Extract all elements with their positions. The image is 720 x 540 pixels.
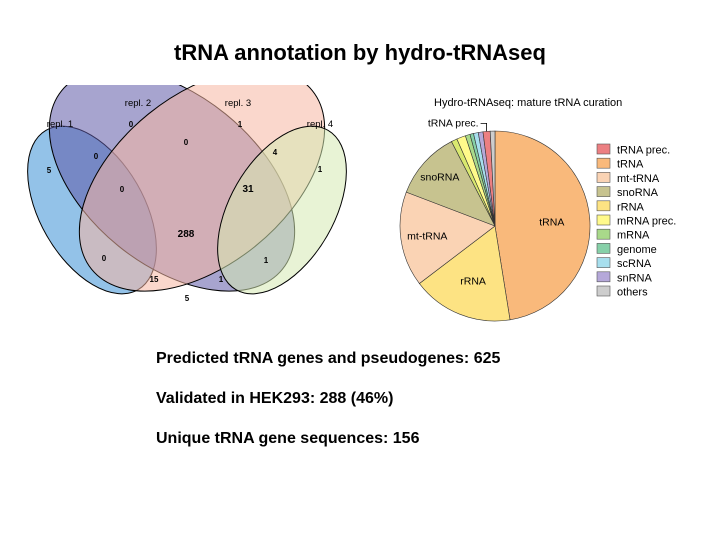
legend-item-mrna-prec: mRNA prec. [596,214,676,228]
pie-label-trna: tRNA [539,217,564,229]
venn-region-repl-2-repl-3-repl-4: 31 [242,184,254,195]
pie-title: Hydro-tRNAseq: mature tRNA curation [434,97,622,109]
venn-region-repl-1-repl-2-repl-4: 1 [219,275,224,284]
legend-swatch [596,200,611,212]
legend-item-mt-trna: mt-tRNA [596,172,660,185]
legend-label: snRNA [617,272,653,284]
legend-label: genome [617,244,657,256]
pie-slice-rrna [418,225,511,322]
venn-region-repl-1-repl-3: 0 [102,254,107,263]
legend-label: tRNA [617,159,644,171]
pie-label-trna-prec: tRNA prec. [428,117,479,129]
legend-label: mRNA [617,230,650,242]
legend-swatch [596,285,611,297]
venn-set-repl-4 [217,125,347,295]
venn-region-repl-3-repl-4: 4 [273,148,278,157]
pie-slice-trna [494,130,591,321]
venn-region-repl-4: 1 [318,165,323,174]
venn-region-repl-1-repl-4: 5 [185,294,190,303]
venn-region-repl-3: 1 [238,120,243,129]
venn-region-repl-1-repl-2: 0 [94,152,99,161]
legend-item-trna-prec: tRNA prec. [596,143,670,157]
legend-swatch [596,186,611,197]
venn-region-repl-2: 0 [129,120,134,129]
venn-region-repl-1-repl-2-repl-3-repl-4: 288 [178,229,195,240]
venn-region-repl-2-repl-4: 1 [264,256,269,265]
pie-slice-mt-trna [399,191,496,284]
legend-item-snrna: snRNA [596,271,653,284]
stat-unique-sequences: Unique tRNA gene sequences: 156 [156,430,420,447]
pie-label-rrna: rRNA [460,276,486,288]
venn-set-label-repl-2: repl. 2 [125,98,151,109]
legend-item-rrna: rRNA [596,200,645,213]
venn-region-repl-1: 5 [47,166,52,175]
pie-slice-unlabeled-11 [489,130,496,227]
legend-swatch [596,172,611,183]
legend-swatch [596,228,611,240]
legend-label: mRNA prec. [617,216,676,228]
legend-swatch [596,214,611,226]
legend-swatch [596,257,611,268]
pie-chart: Hydro-tRNAseq: mature tRNA curation tRNA r… [399,97,676,322]
legend-item-scrna: scRNA [596,257,652,270]
pie-label-mt-trna: mt-tRNA [407,231,447,243]
legend-item-snorna: snoRNA [596,186,659,199]
legend-item-mrna: mRNA [596,228,650,242]
pie-leader-line [480,123,487,132]
stats-block: Predicted tRNA genes and pseudogenes: 62… [156,349,500,469]
venn-region-repl-1-repl-3-repl-4: 15 [150,275,159,284]
legend-label: rRNA [617,201,645,213]
pie-slice-snorna [405,141,496,227]
stat-predicted-genes: Predicted tRNA genes and pseudogenes: 62… [156,350,501,367]
slide-title: tRNA annotation by hydro-tRNAseq [174,40,546,65]
legend-item-genome: genome [596,243,657,256]
venn-set-label-repl-1: repl. 1 [47,119,73,130]
stat-validated-hek293: Validated in HEK293: 288 (46%) [156,390,394,407]
legend-label: scRNA [617,258,652,270]
legend-swatch [596,157,611,169]
venn-set-label-repl-3: repl. 3 [225,98,251,109]
legend-item-others: others [596,285,648,299]
venn-diagram: repl. 1 repl. 2 repl. 3 repl. 4 5 0 1 1 0 0 4 0 31 28… [27,85,347,303]
venn-region-repl-1-repl-2-repl-3: 0 [120,185,125,194]
legend-swatch [596,143,611,155]
venn-set-label-repl-4: repl. 4 [307,119,333,130]
legend-item-trna: tRNA [596,157,644,171]
legend-label: snoRNA [617,187,659,199]
pie-label-snorna: snoRNA [420,172,459,184]
legend-swatch [596,271,611,283]
legend-label: mt-tRNA [617,173,660,185]
legend-swatch [596,243,611,254]
legend-label: others [617,287,648,299]
legend-label: tRNA prec. [617,145,670,157]
venn-region-repl-2-repl-3: 0 [184,138,189,147]
